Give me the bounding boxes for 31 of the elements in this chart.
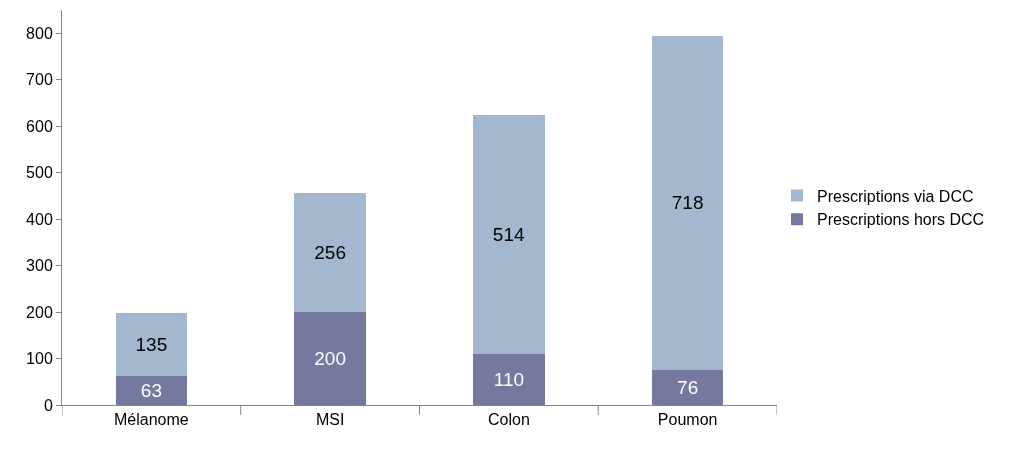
legend-label: Prescriptions hors DCC xyxy=(817,211,985,229)
data-label: 76 xyxy=(677,376,699,398)
bar xyxy=(294,193,366,313)
data-label: 256 xyxy=(314,242,346,264)
data-label: 63 xyxy=(140,379,162,401)
data-label: 110 xyxy=(493,368,525,390)
data-label: 514 xyxy=(492,223,525,245)
data-label: 135 xyxy=(135,333,168,355)
y-tick-label: 800 xyxy=(26,24,53,42)
y-tick-label: 0 xyxy=(43,396,53,414)
bar xyxy=(651,369,724,405)
y-tick-label: 400 xyxy=(26,210,53,228)
x-tick-label: Colon xyxy=(487,411,530,429)
y-tick-label: 100 xyxy=(26,350,53,368)
data-label: 200 xyxy=(314,348,346,370)
data-label: 718 xyxy=(671,192,704,214)
bar xyxy=(651,36,724,370)
x-tick-label: Mélanome xyxy=(114,411,189,429)
x-tick-label: Poumon xyxy=(657,411,718,429)
bar xyxy=(473,353,545,405)
legend-label: Prescriptions via DCC xyxy=(817,187,974,205)
bar xyxy=(115,312,188,376)
bar xyxy=(115,375,188,405)
bar xyxy=(473,115,545,354)
y-tick-label: 300 xyxy=(26,257,53,275)
y-tick-label: 600 xyxy=(26,117,53,135)
x-tick-label: MSI xyxy=(315,411,345,429)
bar xyxy=(294,312,366,405)
y-tick-label: 700 xyxy=(26,71,53,89)
y-tick-label: 200 xyxy=(26,303,53,321)
y-tick-label: 500 xyxy=(26,164,53,182)
